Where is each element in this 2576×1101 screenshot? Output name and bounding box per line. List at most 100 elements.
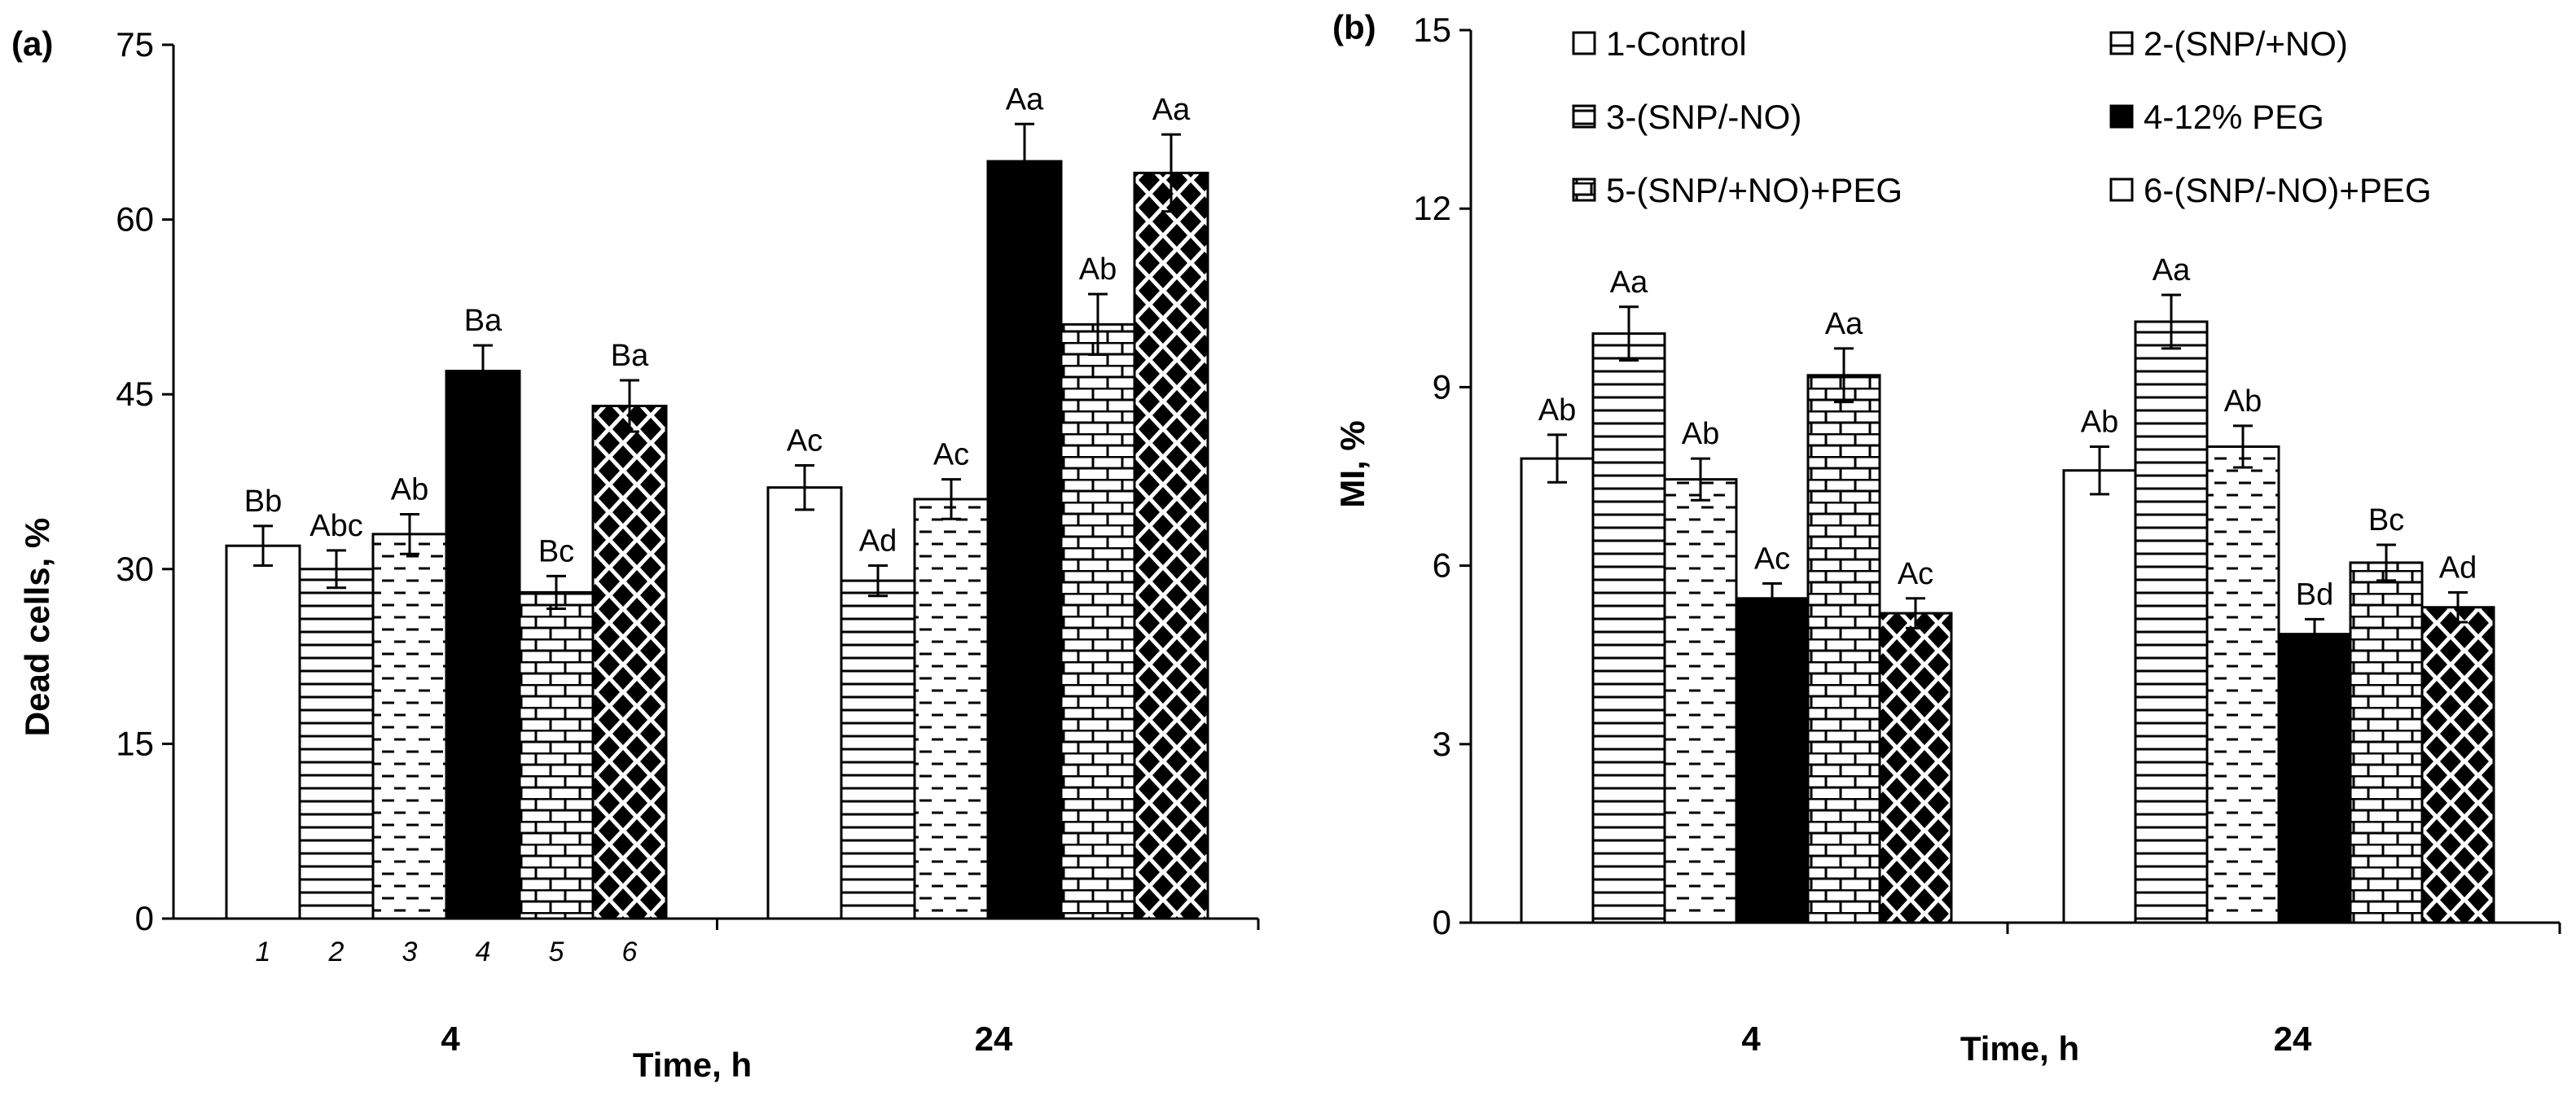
panel-a-bar-s5-24h: [1060, 322, 1136, 920]
panel-a-bar-s1-4h: [225, 544, 301, 920]
panel-b-group-label-4h: 4: [1741, 1020, 1761, 1058]
panel-b-significance-label: Ad: [2439, 550, 2477, 585]
panel-a-significance-label: Ab: [391, 473, 428, 507]
panel-b-bar-s6-24h: [2420, 606, 2495, 924]
panel-a-bar-index-label: 5: [549, 937, 564, 967]
panel-b-y-tick-label: 3: [1433, 725, 1451, 763]
panel-b-significance-label: Ab: [2224, 384, 2262, 419]
panel-a-bar-index-label: 6: [622, 937, 638, 967]
panel-a-bar-index-label: 4: [476, 937, 491, 967]
legend-label-snp-plus-no: 2-(SNP/+NO): [2144, 24, 2348, 63]
panel-a-error-bar: [620, 379, 639, 433]
legend-label-control: 1-Control: [1606, 24, 1747, 63]
panel-a-error-bar: [795, 463, 814, 511]
panel-b-chart: 0 3 6 9 12 15 Ab Ab Aa Aa Ab Ab Ac Bd Aa Bc Ac Ad: [1413, 11, 2561, 941]
legend-item-snp-plus-no: 2-(SNP/+NO): [2109, 24, 2348, 63]
panel-a-group-label-24h: 24: [975, 1020, 1013, 1058]
panel-a-y-tick-label: 60: [116, 200, 154, 239]
panel-a-error-bar: [473, 344, 493, 398]
panel-b-significance-label: Ab: [1538, 393, 1576, 428]
panel-a-group-label-4h: 4: [441, 1020, 460, 1058]
panel-b-label: (b): [1332, 8, 1376, 46]
panel-b-x-axis-title: Time, h: [1960, 1029, 2079, 1068]
legend-label-snp-plus-no-peg: 5-(SNP/+NO)+PEG: [1606, 171, 1902, 209]
panel-b-significance-label: Aa: [2153, 253, 2191, 287]
legend-swatch-control: [1572, 31, 1596, 55]
panel-a-bar-s5-4h: [518, 590, 595, 920]
panel-b-bar-s1-4h: [1520, 457, 1595, 924]
panel-b-significance-label: Bc: [2368, 503, 2404, 537]
panel-b-significance-label: Ac: [1754, 542, 1790, 577]
panel-b-significance-label: Aa: [1610, 265, 1648, 300]
panel-b-significance-label: Bd: [2296, 577, 2333, 612]
panel-a-y-axis-title: Dead cells, %: [18, 518, 56, 736]
panel-a-significance-label: Bc: [538, 534, 574, 568]
panel-b-bar-s5-4h: [1806, 374, 1881, 924]
panel-b-bar-s6-4h: [1878, 612, 1953, 924]
panel-a-y-tick-label: 15: [116, 724, 154, 762]
panel-a-y-tick-label: 75: [116, 25, 154, 64]
legend: 1-Control 2-(SNP/+NO) 3-(SNP/-NO) 4-12% …: [1572, 24, 2432, 209]
panel-a-bar-s3-24h: [913, 498, 990, 920]
panel-b-significance-label: Ac: [1898, 557, 1933, 591]
panel-b-bar-s1-24h: [2062, 469, 2137, 924]
panel-a-bar-s4-4h: [445, 370, 521, 920]
panel-a-significance-label: Aa: [1006, 82, 1044, 116]
panel-a-label: (a): [11, 24, 53, 63]
legend-item-control: 1-Control: [1572, 24, 1747, 63]
panel-b-bar-s4-4h: [1735, 597, 1810, 924]
panel-b-bar-s2-4h: [1591, 332, 1666, 924]
panel-a-bar-s3-4h: [371, 533, 448, 920]
panel-a-significance-label: Ba: [611, 339, 649, 373]
panel-b-error-bar: [1691, 457, 1710, 502]
legend-item-snp-plus-no-peg: 5-(SNP/+NO)+PEG: [1572, 171, 1902, 209]
panel-b-group-label-24h: 24: [2274, 1020, 2312, 1058]
panel-a-y-tick-label: 30: [116, 550, 154, 588]
panel-a-error-bar: [1015, 122, 1034, 200]
legend-label-snp-minus-no: 3-(SNP/-NO): [1606, 98, 1801, 136]
panel-a-error-bar: [868, 564, 888, 598]
panel-a-bar-index-label: 1: [256, 937, 271, 967]
panel-a-significance-label: Ac: [787, 423, 823, 458]
panel-a-bar-index-label: 3: [402, 937, 418, 967]
legend-swatch-peg: [2109, 104, 2134, 129]
panel-b-error-bar: [1906, 597, 1925, 629]
panel-a-error-bar: [1088, 292, 1108, 357]
legend-item-peg: 4-12% PEG: [2109, 98, 2324, 136]
panel-a-bar-s2-24h: [840, 579, 916, 920]
legend-swatch-snp-minus-no-peg: [2109, 178, 2134, 202]
panel-a-error-bar: [400, 513, 419, 555]
legend-item-snp-minus-no-peg: 6-(SNP/-NO)+PEG: [2109, 171, 2432, 209]
panel-b-y-tick-label: 0: [1433, 903, 1451, 941]
panel-a-error-bar: [546, 574, 566, 610]
panel-b-bar-s5-24h: [2349, 561, 2424, 924]
legend-label-snp-minus-no-peg: 6-(SNP/-NO)+PEG: [2144, 171, 2432, 209]
panel-b-bar-s3-24h: [2205, 445, 2280, 924]
panel-a-bar-s2-4h: [298, 568, 375, 920]
panel-a-y-tick-label: 0: [135, 899, 154, 937]
panel-a-bar-s6-4h: [591, 405, 668, 920]
panel-a-bar-s1-24h: [766, 486, 843, 920]
legend-swatch-snp-minus-no: [1572, 104, 1596, 129]
panel-a-significance-label: Aa: [1152, 93, 1191, 127]
legend-item-snp-minus-no: 3-(SNP/-NO): [1572, 98, 1801, 136]
panel-b-error-bar: [2090, 445, 2109, 496]
panel-a-significance-label: Bb: [244, 485, 282, 519]
panel-b-significance-label: Aa: [1825, 307, 1863, 341]
panel-b-error-bar: [1762, 582, 1782, 615]
panel-b-error-bar: [1619, 305, 1639, 362]
panel-b-significance-label: Ab: [2081, 405, 2118, 439]
panel-a-significance-label: Abc: [309, 509, 362, 543]
panel-a-significance-label: Ba: [464, 304, 502, 338]
panel-b-error-bar: [2448, 590, 2468, 624]
panel-b-bar-s3-4h: [1663, 478, 1738, 924]
panel-b-y-tick-label: 15: [1413, 11, 1451, 49]
legend-label-peg: 4-12% PEG: [2144, 98, 2324, 136]
panel-b-error-bar: [1834, 347, 1854, 404]
panel-b-y-tick-label: 12: [1413, 189, 1451, 227]
panel-a-x-axis-title: Time, h: [633, 1046, 752, 1084]
panel-b-error-bar: [2233, 424, 2253, 469]
panel-b-bar-s4-24h: [2277, 633, 2352, 924]
panel-b-significance-label: Ab: [1682, 417, 1719, 451]
